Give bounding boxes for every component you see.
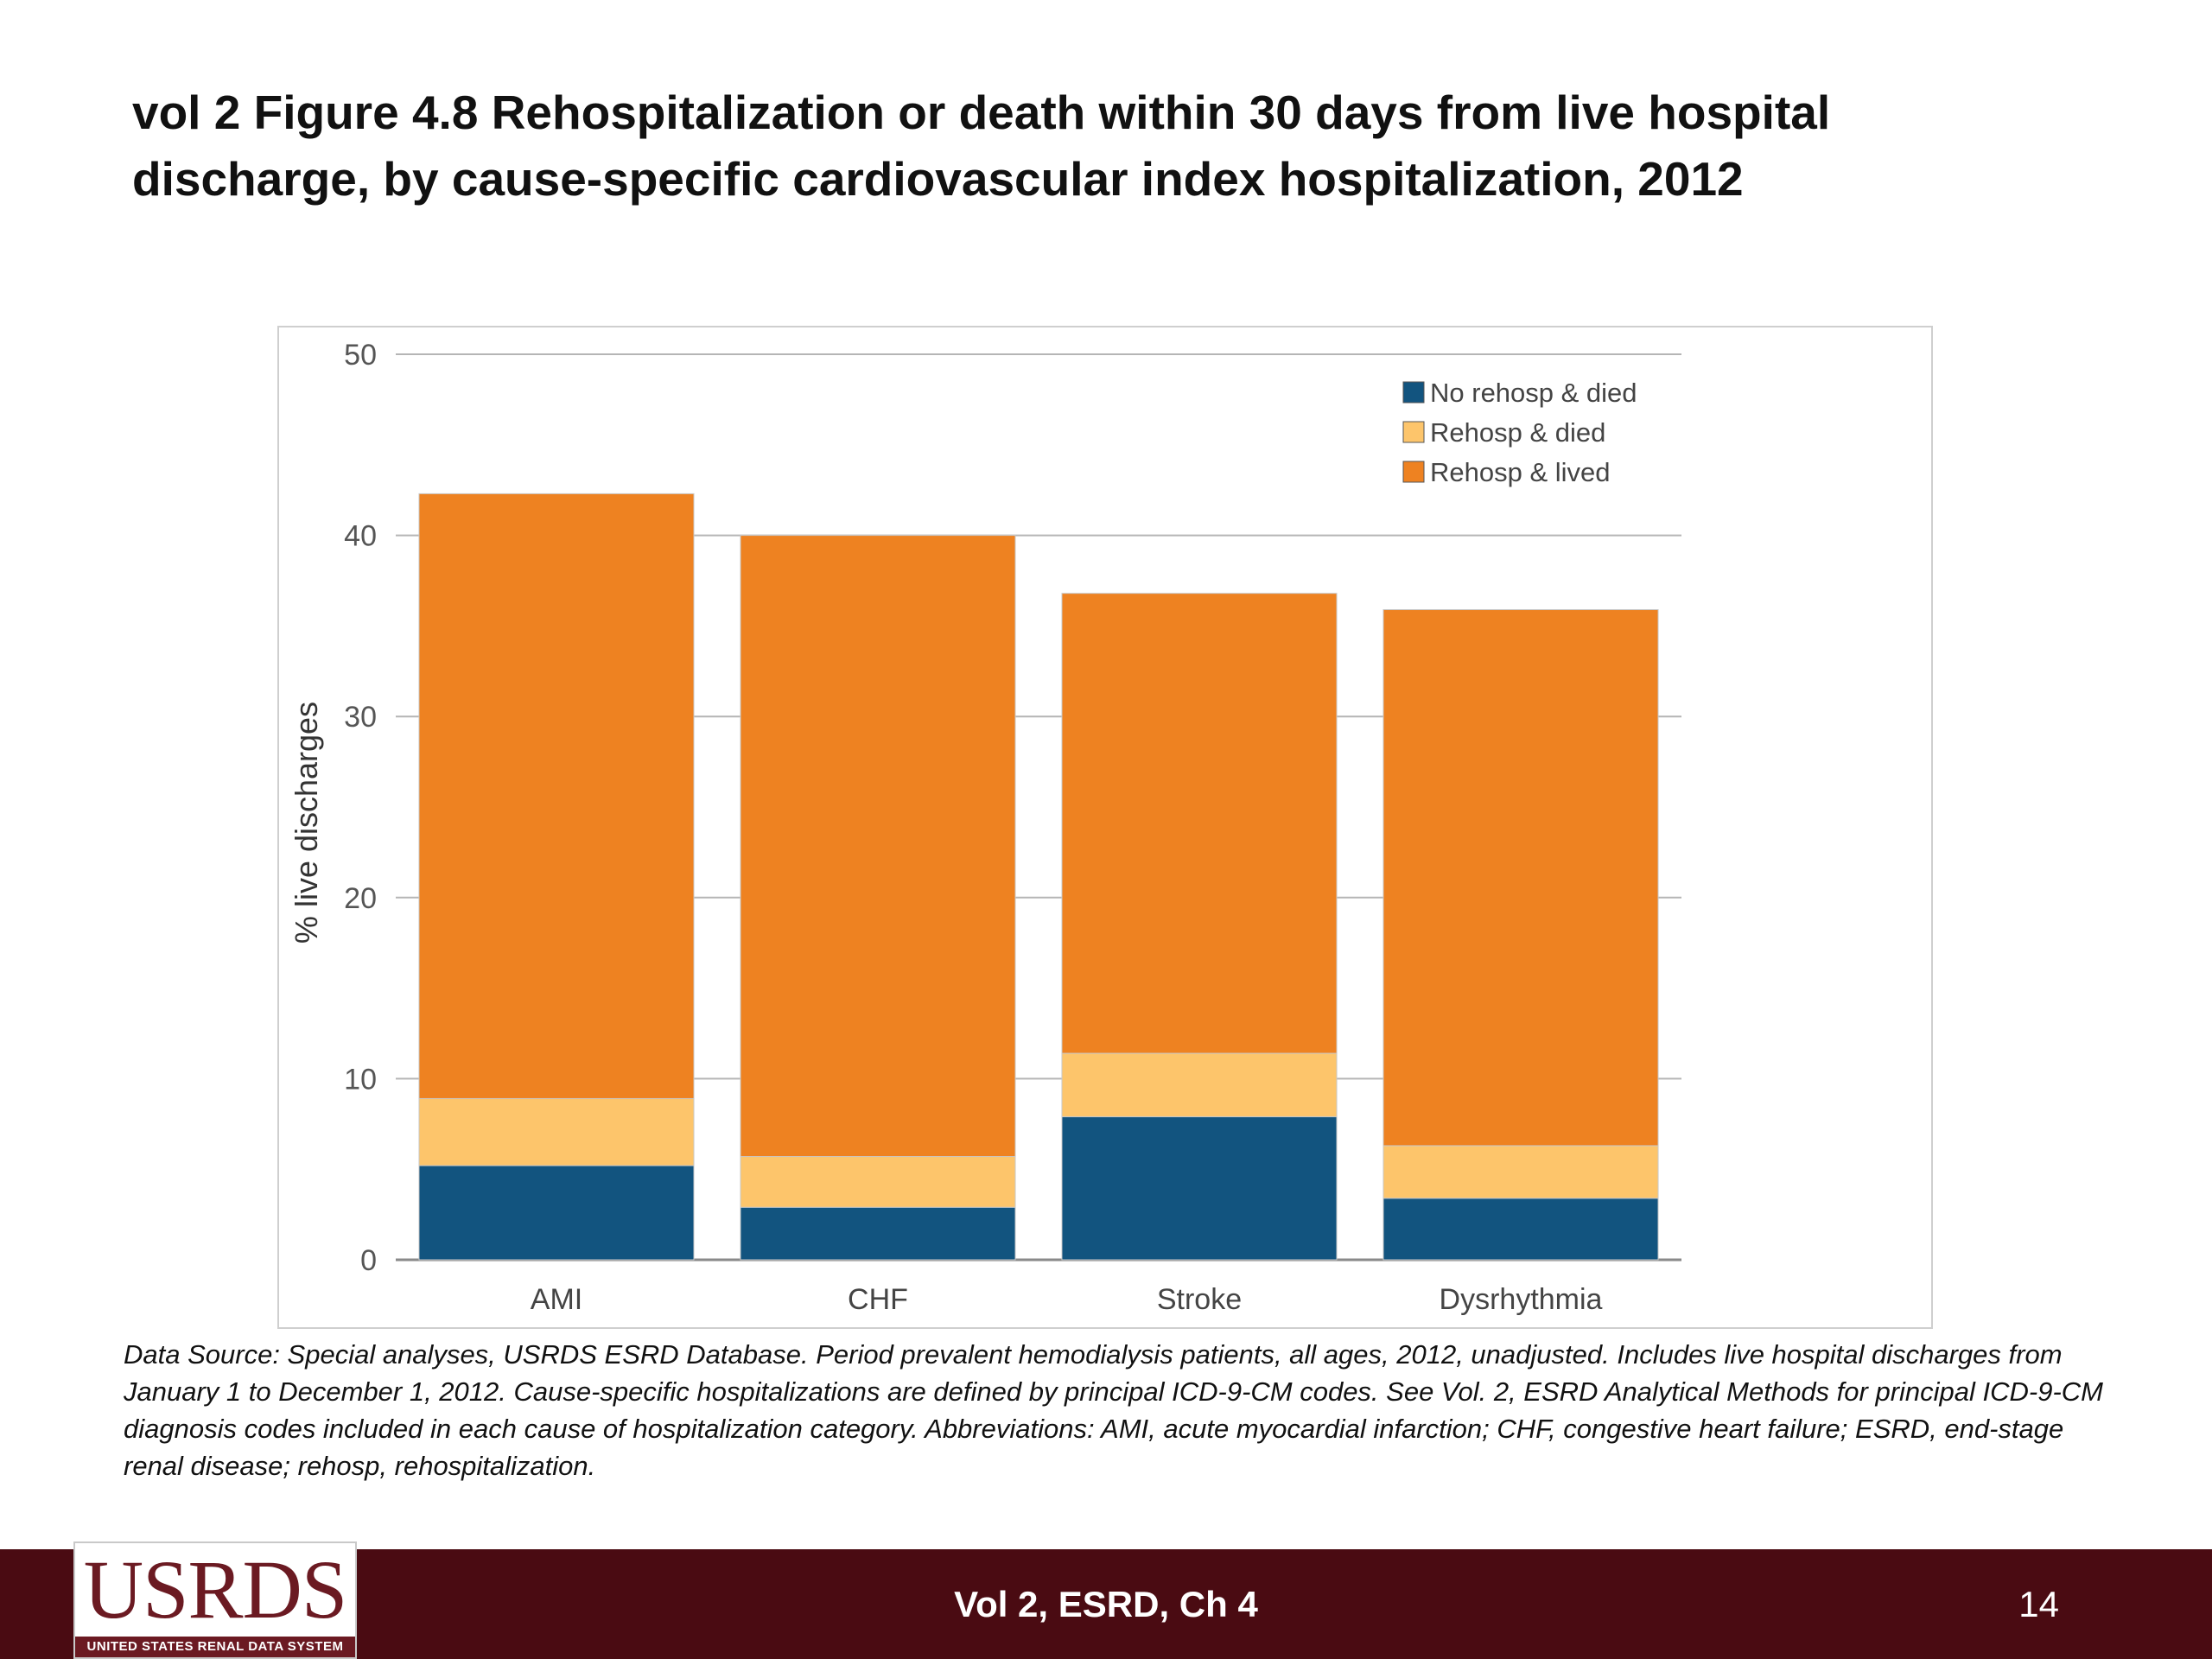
- y-tick-label: 30: [344, 701, 377, 734]
- bar-stroke-no-rehosp-died: [1061, 1116, 1338, 1261]
- x-tick-label: Stroke: [1157, 1283, 1242, 1316]
- usrds-logo: USRDS UNITED STATES RENAL DATA SYSTEM: [73, 1541, 357, 1659]
- logo-subtitle: UNITED STATES RENAL DATA SYSTEM: [75, 1637, 355, 1657]
- bar-dysrhythmia-no-rehosp-died: [1382, 1198, 1659, 1261]
- legend-label: No rehosp & died: [1430, 378, 1637, 408]
- stacked-bar-chart: 0 10 20 30 40 50 % live discharges AMI CHF Stroke…: [289, 339, 1681, 1316]
- y-tick-label: 20: [344, 882, 377, 915]
- legend-label: Rehosp & lived: [1430, 457, 1611, 487]
- bar-ami-rehosp-died: [418, 1097, 695, 1166]
- bar-ami-no-rehosp-died: [418, 1165, 695, 1261]
- x-tick-label: Dysrhythmia: [1440, 1283, 1603, 1316]
- legend-swatch: [1402, 421, 1425, 443]
- y-tick-label: 50: [344, 339, 377, 372]
- y-tick-label: 40: [344, 520, 377, 553]
- slide-title: vol 2 Figure 4.8 Rehospitalization or de…: [132, 86, 1831, 206]
- bar-stroke-rehosp-died: [1061, 1052, 1338, 1117]
- bar-ami-rehosp-lived: [418, 493, 695, 1099]
- legend-swatch: [1402, 381, 1425, 404]
- bar-dysrhythmia-rehosp-died: [1382, 1145, 1659, 1199]
- x-tick-label: CHF: [848, 1283, 908, 1316]
- chart-frame: 0 10 20 30 40 50 % live discharges AMI CHF Stroke…: [277, 326, 1933, 1329]
- y-tick-label: 0: [360, 1244, 377, 1277]
- bar-chf-rehosp-lived: [740, 535, 1016, 1158]
- y-axis-title: % live discharges: [289, 702, 324, 944]
- data-source-note: Data Source: Special analyses, USRDS ESR…: [124, 1339, 2104, 1481]
- logo-wordmark: USRDS: [83, 1543, 347, 1636]
- bar-chf-no-rehosp-died: [740, 1206, 1016, 1261]
- legend-swatch: [1402, 461, 1425, 483]
- page-number: 14: [2018, 1584, 2059, 1624]
- footer-chapter-label: Vol 2, ESRD, Ch 4: [954, 1584, 1258, 1624]
- footer-bar: Vol 2, ESRD, Ch 4 14: [0, 1549, 2212, 1659]
- bar-chf-rehosp-died: [740, 1156, 1016, 1208]
- legend-label: Rehosp & died: [1430, 417, 1605, 448]
- y-tick-label: 10: [344, 1063, 377, 1096]
- x-tick-label: AMI: [531, 1283, 582, 1316]
- bars: [418, 493, 1659, 1261]
- legend: No rehosp & died Rehosp & died Rehosp & li…: [1402, 378, 1637, 487]
- bar-stroke-rehosp-lived: [1061, 593, 1338, 1054]
- bar-dysrhythmia-rehosp-lived: [1382, 609, 1659, 1147]
- axes: 0 10 20 30 40 50 % live discharges AMI CHF Stroke…: [289, 339, 1603, 1316]
